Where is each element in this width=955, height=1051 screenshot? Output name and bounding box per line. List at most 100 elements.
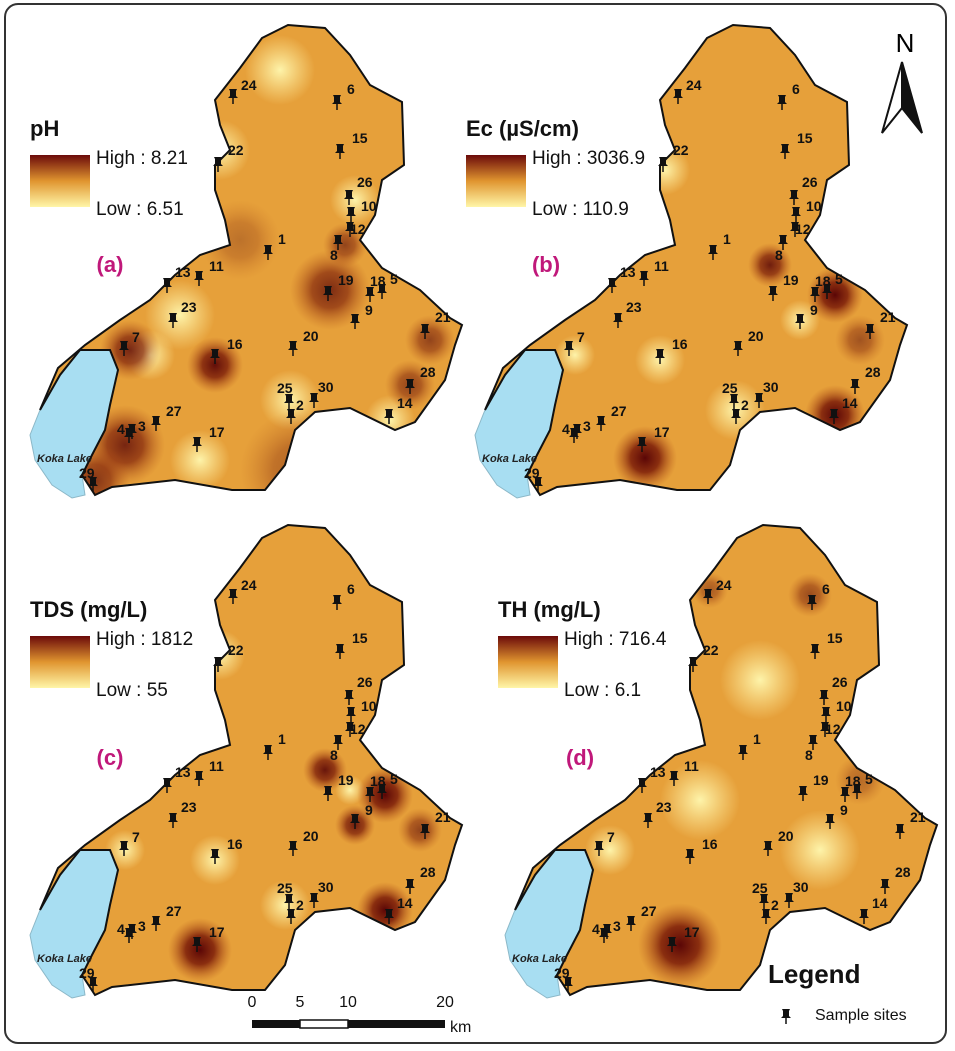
site-3-d: 3 — [601, 918, 621, 940]
north-label: N — [896, 28, 915, 58]
site-27-b: 27 — [595, 403, 627, 432]
site-21-b: 21 — [864, 309, 896, 340]
scale-unit: km — [450, 1019, 471, 1036]
site-label: 11 — [684, 758, 699, 774]
high-zone-c-3 — [303, 748, 347, 792]
site-label: 23 — [626, 299, 642, 315]
site-18-d: 18 — [845, 773, 863, 800]
north-arrow-left-icon — [881, 61, 903, 134]
north-arrow-right-icon — [901, 61, 923, 134]
site-label: 17 — [684, 924, 700, 940]
site-1-c: 1 — [262, 731, 286, 761]
site-6-d: 6 — [806, 581, 830, 611]
site-20-a: 20 — [287, 328, 319, 357]
site-label: 8 — [805, 747, 813, 763]
site-19-b: 19 — [767, 272, 799, 302]
low-zone-a-7 — [245, 35, 315, 105]
site-29-d: 29 — [554, 965, 574, 993]
site-9-c: 9 — [349, 802, 373, 830]
site-label: 6 — [792, 81, 800, 97]
site-10-c: 10 — [345, 698, 377, 723]
site-7-c: 7 — [118, 829, 140, 857]
site-label: 6 — [347, 581, 355, 597]
site-label: 2 — [771, 897, 779, 913]
site-label: 28 — [895, 864, 911, 880]
low-zone-a-4 — [170, 430, 230, 490]
site-6-c: 6 — [331, 581, 355, 611]
high-zone-b-0 — [613, 426, 677, 490]
lake-label-a: Koka Lake — [37, 453, 92, 465]
high-zone-a-6 — [405, 315, 455, 365]
site-label: 5 — [865, 771, 873, 787]
site-label: 17 — [209, 424, 225, 440]
site-21-c: 21 — [419, 809, 451, 840]
site-23-c: 23 — [167, 799, 197, 829]
site-label: 13 — [620, 264, 636, 280]
site-label: 30 — [763, 379, 779, 395]
legend-title: Legend — [768, 959, 860, 989]
site-label: 26 — [832, 674, 848, 690]
site-label: 22 — [673, 142, 689, 158]
site-label: 30 — [318, 379, 334, 395]
site-21-a: 21 — [419, 309, 451, 340]
site-28-b: 28 — [849, 364, 881, 395]
panel-letter-b: (b) — [532, 252, 560, 277]
high-zone-c-2 — [357, 767, 413, 823]
site-21-d: 21 — [894, 809, 926, 840]
site-label: 21 — [435, 809, 451, 825]
site-26-d: 26 — [818, 674, 848, 706]
scale-tick-5: 5 — [296, 994, 305, 1011]
high-zone-b-4 — [835, 315, 885, 365]
site-label: 16 — [227, 836, 243, 852]
site-label: 18 — [845, 773, 861, 789]
site-label: 15 — [352, 130, 368, 146]
site-5-d: 5 — [839, 771, 873, 803]
site-12-d: 12 — [819, 721, 841, 738]
site-24-c: 24 — [227, 577, 257, 605]
site-label: 24 — [716, 577, 732, 593]
site-label: 27 — [166, 403, 182, 419]
site-label: 15 — [827, 630, 843, 646]
color-ramp-d — [498, 636, 558, 688]
site-22-d: 22 — [687, 642, 719, 673]
site-17-a: 17 — [191, 424, 225, 453]
color-ramp-b — [466, 155, 526, 207]
site-8-b: 8 — [775, 234, 789, 263]
panel-letter-a: (a) — [97, 252, 124, 277]
site-label: 24 — [241, 577, 257, 593]
site-label: 20 — [778, 828, 794, 844]
scale-tick-20: 20 — [436, 994, 454, 1011]
site-label: 1 — [723, 231, 731, 247]
site-22-b: 22 — [657, 142, 689, 173]
site-22-a: 22 — [212, 142, 244, 173]
site-28-c: 28 — [404, 864, 436, 895]
site-20-c: 20 — [287, 828, 319, 857]
site-1-b: 1 — [707, 231, 731, 261]
low-zone-b-2 — [555, 335, 595, 375]
color-ramp-c — [30, 636, 90, 688]
site-16-a: 16 — [209, 336, 243, 365]
site-label: 30 — [793, 879, 809, 895]
site-label: 26 — [802, 174, 818, 190]
site-12-c: 12 — [344, 721, 366, 738]
site-25-d: 25 — [752, 880, 770, 910]
scale-bar: 0 5 10 20 km — [248, 994, 472, 1036]
site-label: 3 — [583, 418, 591, 434]
low-zone-d-3 — [585, 825, 635, 875]
site-label: 22 — [228, 142, 244, 158]
site-label: 16 — [702, 836, 718, 852]
site-label: 2 — [296, 397, 304, 413]
site-30-d: 30 — [783, 879, 809, 909]
site-label: 22 — [228, 642, 244, 658]
legend-item-sample-sites: Sample sites — [815, 1007, 907, 1024]
site-label: 23 — [656, 799, 672, 815]
site-label: 12 — [350, 721, 366, 737]
site-14-d: 14 — [858, 895, 888, 925]
low-zone-d-1 — [660, 760, 740, 840]
site-label: 19 — [783, 272, 799, 288]
low-label-c: Low : 55 — [96, 680, 168, 701]
sample-site-pin-icon — [780, 1008, 792, 1025]
site-label: 6 — [822, 581, 830, 597]
site-17-c: 17 — [191, 924, 225, 953]
